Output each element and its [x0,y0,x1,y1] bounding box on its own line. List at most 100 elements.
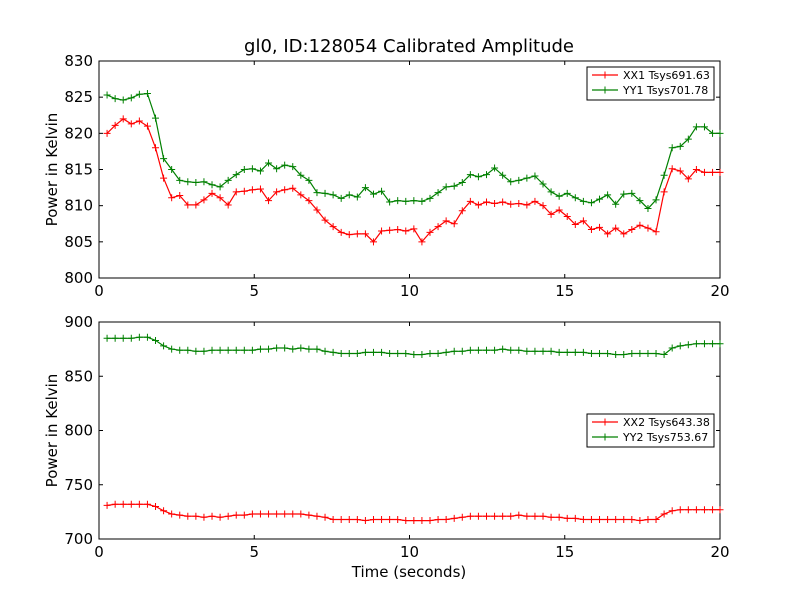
data-point [313,206,321,214]
data-point [216,183,224,191]
series-xx [103,500,724,525]
data-point [418,351,426,359]
data-point [507,346,515,354]
data-point [636,349,644,357]
data-point [369,348,377,356]
data-point [361,184,369,192]
data-point [378,348,386,356]
data-point [636,197,644,205]
data-point [289,163,297,171]
data-point [410,197,418,205]
data-point [273,510,281,518]
data-point [353,349,361,357]
data-point [604,515,612,523]
data-point [208,189,216,197]
data-point [394,349,402,357]
data-point [491,512,499,520]
y-axis-label: Power in Kelvin [43,374,61,488]
data-point [418,197,426,205]
data-point [563,348,571,356]
data-point [644,205,652,213]
x-tick-label: 10 [400,282,419,300]
data-point [555,206,563,214]
data-point [265,197,273,205]
data-point [604,349,612,357]
data-point [660,510,668,518]
data-point [143,333,151,341]
data-point [232,511,240,519]
data-point [523,174,531,182]
data-point [224,346,232,354]
data-point [474,173,482,181]
data-point [515,176,523,184]
data-point [491,164,499,172]
data-point [652,349,660,357]
data-point [248,510,256,518]
data-point [612,224,620,232]
data-point [418,238,426,246]
data-point [216,346,224,354]
data-point [466,346,474,354]
data-point [208,346,216,354]
legend-marker [601,433,609,441]
data-point [579,348,587,356]
data-point [208,181,216,189]
data-point [168,194,176,202]
data-point [386,198,394,206]
data-point [571,348,579,356]
data-point [716,168,724,176]
data-point [709,129,717,137]
data-point [329,515,337,523]
data-point [152,502,160,510]
data-point [103,334,111,342]
data-point [563,213,571,221]
data-point [716,506,724,514]
data-point [458,179,466,187]
x-tick-label: 5 [249,543,259,561]
data-point [579,217,587,225]
data-point [135,117,143,125]
data-point [426,194,434,202]
data-point [515,199,523,207]
data-point [458,513,466,521]
data-point [579,197,587,205]
data-point [466,512,474,520]
legend-label: XX2 Tsys643.38 [623,416,710,429]
data-point [450,514,458,522]
data-point [668,344,676,352]
data-point [256,345,264,353]
data-point [474,346,482,354]
data-point [628,226,636,234]
data-point [636,221,644,229]
data-point [426,517,434,525]
data-point [297,191,305,199]
data-point [321,216,329,224]
data-point [248,165,256,173]
data-point [103,129,111,137]
data-point [353,515,361,523]
data-point [248,346,256,354]
series-xx [103,115,724,246]
x-tick-label: 5 [249,282,259,300]
data-point [184,201,192,209]
data-point [523,347,531,355]
data-point [248,186,256,194]
data-point [321,347,329,355]
data-point [692,506,700,514]
y-tick-label: 700 [64,530,93,548]
data-point [321,189,329,197]
data-point [305,197,313,205]
legend: XX1 Tsys691.63 YY1 Tsys701.78 [586,66,715,101]
data-point [361,348,369,356]
data-point [369,515,377,523]
data-point [466,197,474,205]
data-point [176,346,184,354]
data-point [700,506,708,514]
data-point [168,510,176,518]
data-point [337,228,345,236]
data-point [265,345,273,353]
data-point [394,197,402,205]
data-point [442,515,450,523]
data-point [313,345,321,353]
data-point [676,342,684,350]
